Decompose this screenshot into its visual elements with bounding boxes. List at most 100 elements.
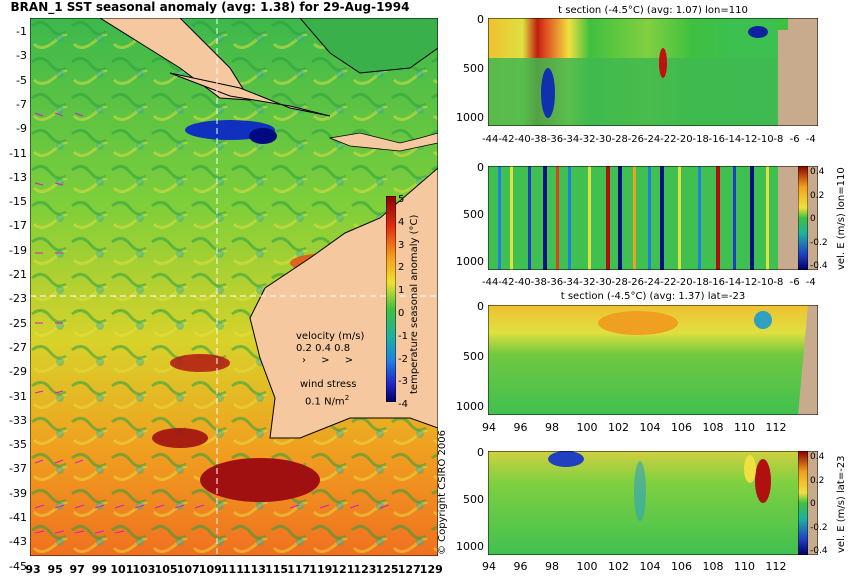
- lon-tick-label: 125: [375, 563, 399, 576]
- longitude-tick-label: 96: [513, 421, 528, 434]
- longitude-tick-label: 110: [734, 560, 755, 573]
- depth-tick-label: 500: [463, 208, 484, 221]
- latitude-tick-label: -10: [757, 134, 774, 145]
- latitude-tick-label: -20: [676, 134, 693, 145]
- velocity-colorbar-tick: 0: [810, 499, 816, 509]
- longitude-tick-label: 96: [513, 560, 528, 573]
- latitude-tick-label: -32: [579, 134, 596, 145]
- latitude-tick-label: -38: [530, 134, 547, 145]
- latitude-tick-label: -30: [595, 134, 612, 145]
- warm-anomaly-core: [200, 458, 320, 502]
- depth-tick-label: 0: [477, 446, 484, 459]
- lat-tick-label: -31: [9, 389, 27, 403]
- latitude-tick-label: -34: [562, 277, 580, 288]
- lat-tick-label: -5: [16, 73, 27, 87]
- latitude-tick-label: -30: [595, 277, 612, 288]
- latitude-tick-label: -8: [773, 134, 784, 145]
- main-map-title: BRAN_1 SST seasonal anomaly (avg: 1.38) …: [10, 0, 410, 14]
- latitude-tick-label: -8: [773, 277, 784, 288]
- lon-tick-label: 93: [25, 563, 41, 576]
- main-colorbar-label: temperature seasonal anomaly (°C): [409, 214, 420, 394]
- lon-tick-label: 95: [47, 563, 63, 576]
- latitude-tick-label: -36: [546, 277, 564, 288]
- latitude-tick-label: -26: [627, 134, 645, 145]
- main-colorbar-tick: 5: [398, 194, 405, 205]
- lon-tick-label: 121: [331, 563, 355, 576]
- main-colorbar-tick: -4: [398, 399, 408, 411]
- lon-tick-label: 117: [287, 563, 311, 576]
- cold-anomaly-2: [249, 128, 277, 144]
- lon-tick-label: 101: [110, 563, 134, 576]
- panel-1-title: t section (-4.5°C) (avg: 1.07) lon=110: [558, 5, 748, 16]
- longitude-tick-label: 94: [482, 421, 496, 434]
- velocity-colorbar-tick: 0.4: [810, 452, 825, 462]
- velocity-colorbar-tick: 0.2: [810, 475, 825, 486]
- lon-tick-label: 113: [243, 563, 266, 576]
- latitude-tick-label: -24: [643, 277, 661, 288]
- wind-arrows: [34, 112, 390, 534]
- latitude-tick-label: -18: [692, 134, 709, 145]
- longitude-tick-label: 112: [765, 560, 787, 573]
- panel-2-section: [488, 166, 818, 270]
- latitude-tick-label: -28: [611, 134, 628, 145]
- lat-tick-label: -17: [9, 219, 27, 233]
- land-small-islands: [328, 132, 438, 152]
- lon-tick-label: 109: [198, 563, 222, 576]
- latitude-tick-label: -36: [546, 134, 564, 145]
- sst-anomaly-map: [30, 18, 438, 556]
- velocity-legend-arrows: › > >: [302, 355, 360, 366]
- longitude-tick-label: 106: [671, 560, 692, 573]
- depth-tick-label: 500: [463, 62, 484, 75]
- velocity-colorbar-tick: -0.2: [810, 237, 828, 248]
- latitude-tick-label: -38: [530, 277, 547, 288]
- wind-legend-unit-sup: 2: [344, 394, 350, 402]
- main-colorbar-tick: -2: [398, 353, 408, 365]
- velocity-colorbar-tick: 0: [810, 214, 816, 224]
- main-colorbar-tick: 3: [398, 239, 405, 251]
- land-java: [169, 72, 331, 117]
- lat-tick-label: -45: [9, 559, 27, 573]
- velocity-colorbar-tick: -0.2: [810, 522, 828, 533]
- latitude-tick-label: -12: [741, 277, 758, 288]
- latitude-tick-label: -6: [789, 277, 800, 288]
- depth-tick-label: 1000: [456, 255, 484, 268]
- land-sumatra: [99, 18, 251, 101]
- lon-tick-label: 97: [69, 563, 85, 576]
- longitude-tick-label: 102: [608, 560, 629, 573]
- lat-tick-label: -25: [9, 316, 27, 330]
- latitude-tick-label: -16: [708, 134, 725, 145]
- lat-tick-label: -19: [9, 243, 27, 257]
- lon-tick-label: 99: [91, 563, 107, 576]
- lat-tick-label: -15: [9, 195, 27, 209]
- latitude-tick-label: -44: [482, 134, 499, 145]
- panel-3-section: [488, 305, 818, 415]
- longitude-tick-label: 94: [482, 560, 496, 573]
- depth-tick-label: 0: [477, 13, 484, 26]
- panel-2-colorbar: [798, 166, 808, 270]
- depth-tick-label: 1000: [456, 111, 484, 124]
- lat-tick-label: -29: [9, 365, 27, 379]
- latitude-tick-label: -40: [514, 134, 531, 145]
- lon-tick-label: 107: [176, 563, 200, 576]
- panel-4-colorbar-label: vel. E (m/s) lat=-23: [836, 455, 847, 553]
- velocity-stripes: [498, 166, 769, 270]
- longitude-tick-label: 98: [545, 421, 559, 434]
- longitude-tick-label: 108: [702, 560, 724, 573]
- panel-4-colorbar: [798, 451, 808, 555]
- main-colorbar-tick: -1: [398, 330, 408, 342]
- panel-1-section: [488, 18, 818, 126]
- lat-tick-label: -3: [16, 49, 27, 63]
- latitude-tick-label: -26: [627, 277, 645, 288]
- latitude-tick-label: -44: [482, 277, 499, 288]
- latitude-tick-label: -14: [724, 277, 742, 288]
- lon-tick-label: 103: [132, 563, 156, 576]
- longitude-tick-label: 100: [576, 421, 598, 434]
- lat-tick-label: -39: [9, 486, 27, 500]
- longitude-tick-label: 106: [671, 421, 692, 434]
- latitude-tick-label: -24: [643, 134, 661, 145]
- lat-tick-label: -11: [9, 146, 27, 160]
- wind-legend-title: wind stress: [300, 379, 357, 390]
- lat-tick-label: -7: [16, 97, 27, 111]
- latitude-tick-label: -12: [741, 134, 758, 145]
- latitude-tick-label: -10: [757, 277, 774, 288]
